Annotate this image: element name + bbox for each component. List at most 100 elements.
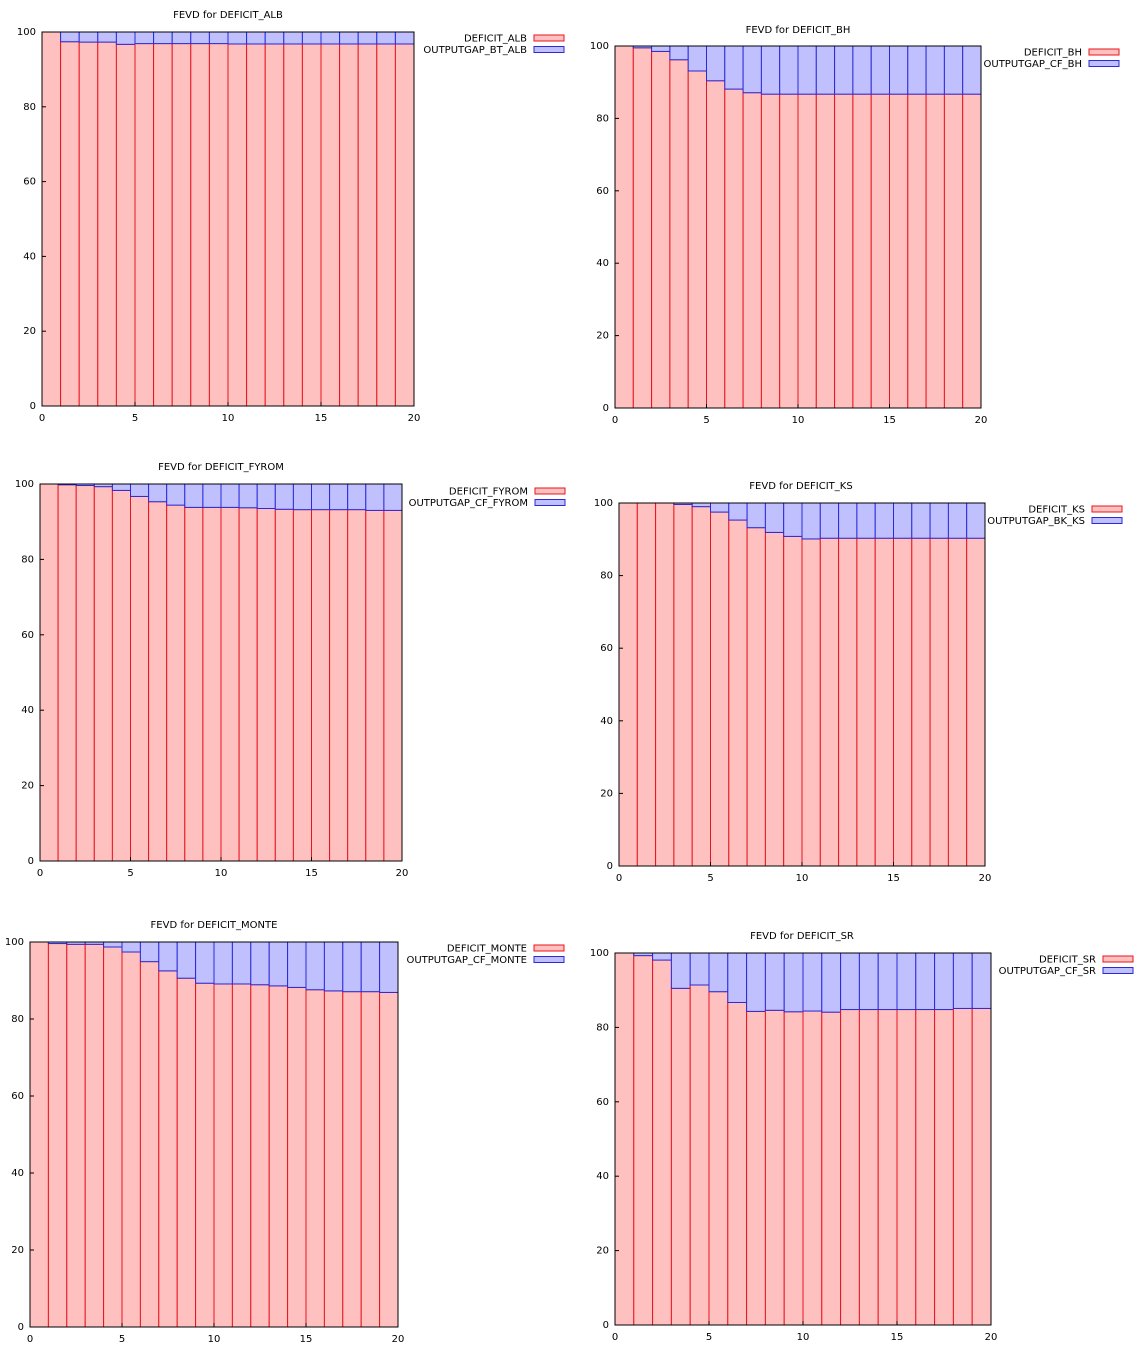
bar-outputgap	[925, 45, 945, 95]
bar-outputgap	[815, 45, 836, 95]
y-tick-label: 20	[596, 331, 609, 342]
bar-deficit	[947, 537, 968, 867]
bar-deficit	[962, 93, 982, 409]
bar-deficit	[339, 43, 359, 407]
bar-outputgap	[323, 941, 344, 992]
y-tick-label: 80	[21, 554, 34, 565]
bar-outputgap	[250, 941, 270, 986]
bar-deficit	[208, 43, 229, 407]
bar-outputgap	[78, 31, 99, 43]
bar-outputgap	[379, 941, 399, 993]
bar-outputgap	[130, 483, 150, 497]
legend-label: DEFICIT_FYROM	[449, 487, 528, 498]
bar-outputgap	[896, 952, 917, 1011]
bar-outputgap	[971, 952, 992, 1009]
bar-deficit	[166, 504, 186, 862]
y-tick-label: 60	[596, 186, 609, 197]
bar-outputgap	[365, 483, 385, 511]
bar-outputgap	[383, 483, 403, 511]
bar-deficit	[213, 983, 233, 1328]
y-tick-label: 100	[590, 41, 609, 52]
legend-label: OUTPUTGAP_CF_MONTE	[406, 955, 527, 966]
bar-deficit	[139, 961, 160, 1328]
bar-outputgap	[710, 502, 730, 513]
bar-deficit	[93, 486, 113, 862]
bar-outputgap	[220, 483, 240, 508]
bar-deficit	[78, 41, 99, 407]
bar-deficit	[870, 93, 891, 409]
y-tick-label: 0	[18, 1322, 24, 1333]
y-tick-label: 80	[23, 102, 36, 113]
bar-outputgap	[911, 502, 931, 539]
legend-swatch	[534, 487, 566, 495]
bar-outputgap	[858, 952, 879, 1011]
bar-outputgap	[60, 31, 80, 43]
bar-deficit	[360, 991, 381, 1328]
bar-deficit	[834, 93, 854, 409]
x-tick-label: 15	[891, 1332, 904, 1343]
y-tick-label: 40	[23, 251, 36, 262]
y-tick-label: 80	[11, 1014, 24, 1025]
bar-deficit	[130, 495, 150, 862]
bar-deficit	[760, 93, 781, 409]
chart-title: FEVD for DEFICIT_SR	[750, 931, 854, 942]
bar-outputgap	[870, 45, 891, 95]
x-tick-label: 20	[979, 873, 992, 884]
bar-outputgap	[652, 952, 672, 961]
legend-label: OUTPUTGAP_BK_KS	[987, 516, 1085, 527]
bar-deficit	[379, 991, 399, 1328]
bar-deficit	[250, 984, 270, 1328]
x-tick-label: 20	[396, 868, 409, 879]
bar-deficit	[858, 1009, 879, 1326]
bar-outputgap	[893, 502, 913, 539]
y-tick-label: 60	[23, 177, 36, 188]
fevd-panel-3: FEVD for DEFICIT_FYROM 0 20 40 60 80 100 0 5 10 15…	[15, 462, 566, 879]
chart-title: FEVD for DEFICIT_KS	[749, 481, 852, 492]
bar-outputgap	[687, 45, 708, 72]
bar-deficit	[153, 43, 173, 407]
bar-outputgap	[834, 45, 854, 95]
bar-deficit	[220, 506, 240, 862]
bar-outputgap	[728, 502, 748, 521]
bar-outputgap	[929, 502, 949, 539]
bar-deficit	[929, 537, 949, 867]
bar-deficit	[323, 990, 344, 1328]
bar-outputgap	[952, 952, 973, 1009]
bar-deficit	[618, 502, 638, 867]
legend-swatch	[1102, 955, 1134, 963]
bar-outputgap	[274, 483, 294, 510]
bar-deficit	[783, 535, 803, 867]
legend-swatch	[1091, 517, 1123, 524]
bar-deficit	[301, 43, 322, 407]
bar-outputgap	[287, 941, 307, 988]
bar-deficit	[852, 93, 872, 409]
legend-swatch	[533, 46, 565, 53]
bar-outputgap	[779, 45, 799, 95]
bar-deficit	[689, 984, 710, 1326]
bar-outputgap	[264, 31, 285, 45]
bar-deficit	[195, 982, 215, 1328]
y-tick-label: 60	[11, 1091, 24, 1102]
bar-deficit	[60, 41, 80, 407]
bar-deficit	[256, 508, 276, 862]
bar-outputgap	[305, 941, 325, 991]
bar-deficit	[691, 506, 712, 867]
bar-deficit	[966, 537, 986, 867]
bar-deficit	[779, 93, 799, 409]
bar-deficit	[889, 93, 909, 409]
x-tick-label: 20	[392, 1334, 405, 1345]
bar-outputgap	[802, 952, 823, 1012]
bar-deficit	[632, 47, 653, 409]
legend-label: OUTPUTGAP_BT_ALB	[423, 45, 527, 56]
bar-deficit	[724, 88, 744, 409]
bar-deficit	[673, 503, 693, 867]
bar-outputgap	[176, 941, 197, 979]
bar-outputgap	[669, 45, 689, 61]
bar-outputgap	[783, 502, 803, 537]
x-tick-label: 5	[119, 1334, 125, 1345]
bar-outputgap	[915, 952, 936, 1011]
bar-deficit	[670, 987, 691, 1326]
bar-deficit	[311, 509, 331, 862]
